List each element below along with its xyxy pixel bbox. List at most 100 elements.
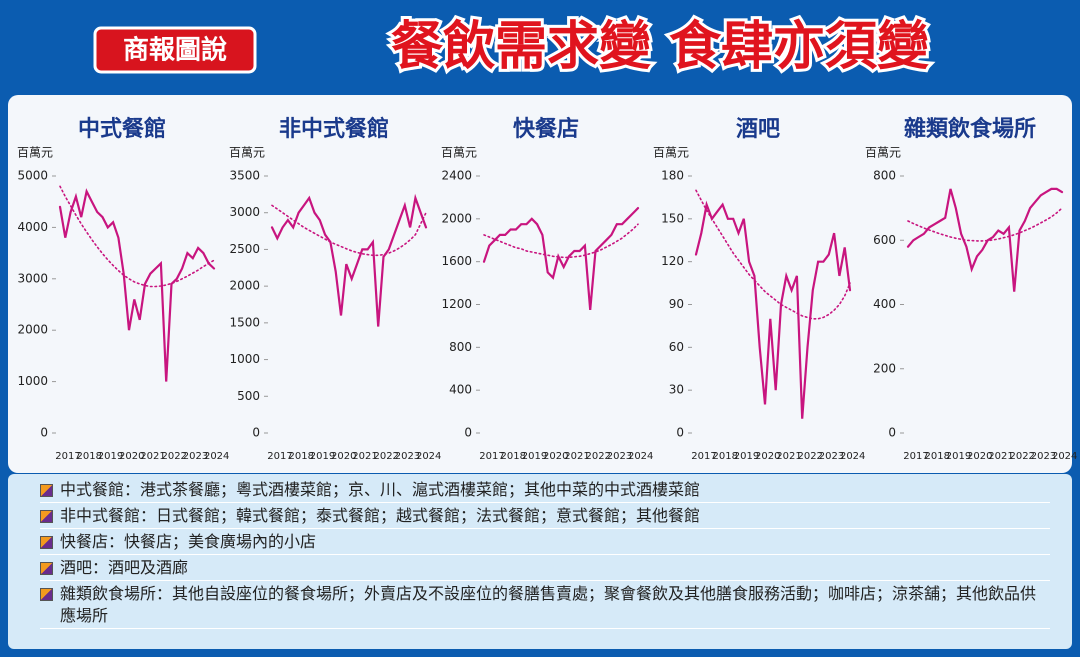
- y-axis-label: 百萬元: [441, 146, 477, 160]
- x-tick-label: 2024: [416, 451, 441, 462]
- x-tick-label: 2018: [501, 451, 526, 462]
- notes: 中式餐館：港式茶餐廳；粵式酒樓菜館；京、川、滬式酒樓菜館；其他中菜的中式酒樓菜館…: [40, 477, 1050, 629]
- x-tick-label: 2023: [1031, 451, 1056, 462]
- badge-box: [93, 26, 257, 74]
- y-tick-label: 2000: [17, 323, 48, 337]
- x-tick-label: 2023: [607, 451, 632, 462]
- chart-title: 中式餐館: [78, 116, 166, 142]
- x-tick-label: 2020: [755, 451, 780, 462]
- x-tick-label: 2021: [988, 451, 1013, 462]
- x-tick-label: 2022: [585, 451, 610, 462]
- x-tick-label: 2017: [55, 451, 80, 462]
- data-line: [482, 207, 640, 310]
- y-tick-label: 200: [873, 361, 896, 375]
- x-tick-label: 2020: [119, 451, 144, 462]
- x-tick-label: 2022: [797, 451, 822, 462]
- y-tick-label: 120: [661, 254, 684, 268]
- y-tick-label: 400: [873, 297, 896, 311]
- x-tick-label: 2023: [183, 451, 208, 462]
- y-tick-label: 500: [237, 389, 260, 403]
- x-tick-label: 2022: [161, 451, 186, 462]
- x-tick-label: 2019: [522, 451, 547, 462]
- x-tick-label: 2021: [140, 451, 165, 462]
- x-tick-label: 2017: [691, 451, 716, 462]
- y-axis-label: 百萬元: [17, 146, 53, 160]
- trend-line: [907, 207, 1063, 242]
- x-tick-label: 2023: [819, 451, 844, 462]
- trend-line: [695, 189, 851, 320]
- data-line: [270, 193, 428, 327]
- x-tick-label: 2018: [77, 451, 102, 462]
- note-icon: [40, 588, 53, 601]
- notes-panel: [8, 474, 1072, 649]
- y-tick-label: 1000: [229, 352, 260, 366]
- x-tick-label: 2022: [1009, 451, 1034, 462]
- x-tick-label: 2021: [776, 451, 801, 462]
- x-tick-label: 2017: [479, 451, 504, 462]
- trend-line: [59, 185, 215, 288]
- x-tick-label: 2020: [543, 451, 568, 462]
- page-title: 餐飲需求變 食肆亦須變: [391, 17, 929, 77]
- chart-title: 快餐店: [513, 116, 579, 142]
- note: 中式餐館：港式茶餐廳；粵式酒樓菜館；京、川、滬式酒樓菜館；其他中菜的中式酒樓菜館: [40, 477, 1050, 503]
- x-tick-label: 2019: [946, 451, 971, 462]
- y-axis-label: 百萬元: [229, 146, 265, 160]
- y-tick-label: 90: [669, 297, 684, 311]
- note-text: 非中式餐館：日式餐館；韓式餐館；泰式餐館；越式餐館；法式餐館；意式餐館；其他餐館: [60, 506, 701, 525]
- y-tick-label: 0: [888, 426, 896, 440]
- y-tick-label: 1200: [441, 297, 472, 311]
- y-tick-label: 3500: [229, 169, 260, 183]
- y-tick-label: 150: [661, 211, 684, 225]
- y-tick-label: 0: [252, 426, 260, 440]
- y-tick-label: 400: [449, 383, 472, 397]
- note: 雜類飲食場所：其他自設座位的餐食場所；外賣店及不設座位的餐膳售賣處；聚會餐飲及其…: [40, 581, 1050, 629]
- x-tick-label: 2020: [331, 451, 356, 462]
- note-icon: [40, 536, 53, 549]
- x-tick-label: 2018: [289, 451, 314, 462]
- x-tick-label: 2024: [628, 451, 653, 462]
- x-tick-label: 2024: [840, 451, 865, 462]
- y-tick-label: 800: [873, 169, 896, 183]
- note-icon: [40, 484, 53, 497]
- note-text: 酒吧：酒吧及酒廊: [60, 558, 189, 577]
- y-tick-label: 1000: [17, 374, 48, 388]
- y-tick-label: 60: [669, 340, 684, 354]
- y-tick-label: 4000: [17, 220, 48, 234]
- y-tick-label: 3000: [17, 271, 48, 285]
- y-tick-label: 5000: [17, 169, 48, 183]
- chart-title: 非中式餐館: [279, 116, 389, 142]
- data-line: [906, 187, 1064, 292]
- y-tick-label: 2000: [229, 279, 260, 293]
- x-tick-label: 2018: [925, 451, 950, 462]
- y-tick-label: 2400: [441, 169, 472, 183]
- note-icon: [40, 562, 53, 575]
- x-tick-label: 2017: [267, 451, 292, 462]
- y-axis-label: 百萬元: [653, 146, 689, 160]
- x-tick-label: 2023: [395, 451, 420, 462]
- x-tick-label: 2019: [98, 451, 123, 462]
- badge: 商報圖說: [123, 35, 227, 66]
- note-text: 中式餐館：港式茶餐廳；粵式酒樓菜館；京、川、滬式酒樓菜館；其他中菜的中式酒樓菜館: [60, 480, 701, 499]
- y-tick-label: 180: [661, 169, 684, 183]
- trend-line: [483, 223, 639, 259]
- data-line: [694, 200, 852, 419]
- y-tick-label: 1500: [229, 315, 260, 329]
- note: 酒吧：酒吧及酒廊: [40, 555, 1050, 581]
- x-tick-label: 2021: [352, 451, 377, 462]
- x-tick-label: 2024: [204, 451, 229, 462]
- y-tick-label: 0: [464, 426, 472, 440]
- data-line: [58, 188, 216, 382]
- x-tick-label: 2020: [967, 451, 992, 462]
- note: 非中式餐館：日式餐館；韓式餐館；泰式餐館；越式餐館；法式餐館；意式餐館；其他餐館: [40, 503, 1050, 529]
- x-tick-label: 2019: [310, 451, 335, 462]
- x-tick-label: 2021: [564, 451, 589, 462]
- y-tick-label: 600: [873, 233, 896, 247]
- x-tick-label: 2022: [373, 451, 398, 462]
- y-tick-label: 0: [676, 426, 684, 440]
- note-text: 雜類飲食場所：其他自設座位的餐食場所；外賣店及不設座位的餐膳售賣處；聚會餐飲及其…: [60, 584, 1037, 625]
- note-icon: [40, 510, 53, 523]
- chart-title: 雜類飲食場所: [904, 116, 1036, 142]
- y-tick-label: 800: [449, 340, 472, 354]
